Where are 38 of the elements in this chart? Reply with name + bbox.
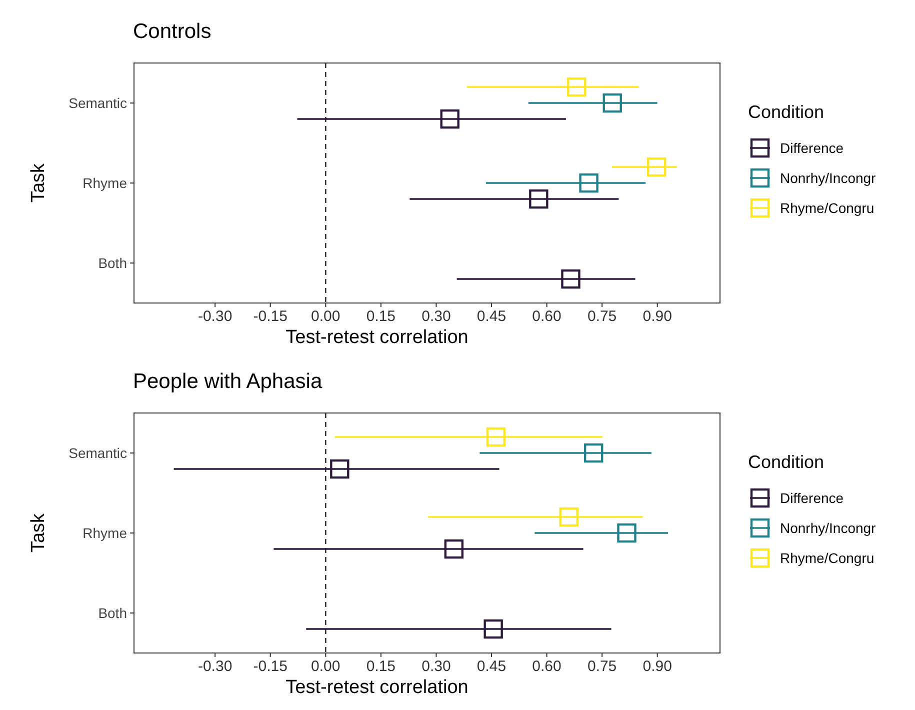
legend-label: Nonrhy/Incongr bbox=[780, 170, 876, 186]
legend-label: Rhyme/Congru bbox=[780, 550, 874, 566]
x-tick-label: -0.15 bbox=[253, 658, 288, 675]
x-tick-label: 0.00 bbox=[311, 658, 340, 675]
x-tick-label: 0.60 bbox=[532, 658, 562, 675]
y-tick-label: Semantic bbox=[68, 445, 127, 461]
legend-label: Difference bbox=[780, 490, 844, 506]
x-tick-label: 0.45 bbox=[476, 658, 506, 675]
x-axis-title: Test-retest correlation bbox=[286, 677, 468, 698]
x-tick-label: 0.15 bbox=[366, 658, 396, 675]
legend-label: Nonrhy/Incongr bbox=[780, 520, 876, 536]
x-tick-label: -0.30 bbox=[198, 658, 232, 675]
x-tick-label: 0.90 bbox=[642, 308, 672, 325]
x-tick-label: 0.30 bbox=[422, 308, 451, 325]
x-tick-label: -0.30 bbox=[198, 308, 232, 325]
chart-title: Controls bbox=[133, 20, 212, 43]
legend-title: Condition bbox=[748, 102, 824, 122]
legend-label: Rhyme/Congru bbox=[780, 200, 874, 216]
x-tick-label: 0.75 bbox=[587, 658, 617, 675]
y-tick-label: Both bbox=[98, 605, 127, 621]
x-tick-label: 0.00 bbox=[311, 308, 340, 325]
x-tick-label: 0.45 bbox=[476, 308, 506, 325]
legend-title: Condition bbox=[748, 452, 824, 472]
x-tick-label: 0.75 bbox=[587, 308, 617, 325]
x-tick-label: 0.30 bbox=[422, 658, 451, 675]
x-tick-label: -0.15 bbox=[253, 308, 288, 325]
x-axis-title: Test-retest correlation bbox=[286, 327, 468, 348]
y-tick-label: Semantic bbox=[68, 95, 127, 111]
y-tick-label: Rhyme bbox=[82, 525, 128, 541]
x-tick-label: 0.15 bbox=[366, 308, 396, 325]
y-tick-label: Rhyme bbox=[82, 175, 128, 191]
y-axis-title: Task bbox=[28, 162, 49, 203]
chart-title: People with Aphasia bbox=[133, 370, 322, 393]
y-axis-title: Task bbox=[28, 512, 49, 553]
legend-label: Difference bbox=[780, 140, 844, 156]
y-tick-label: Both bbox=[98, 255, 127, 271]
x-tick-label: 0.60 bbox=[532, 308, 562, 325]
x-tick-label: 0.90 bbox=[642, 658, 672, 675]
